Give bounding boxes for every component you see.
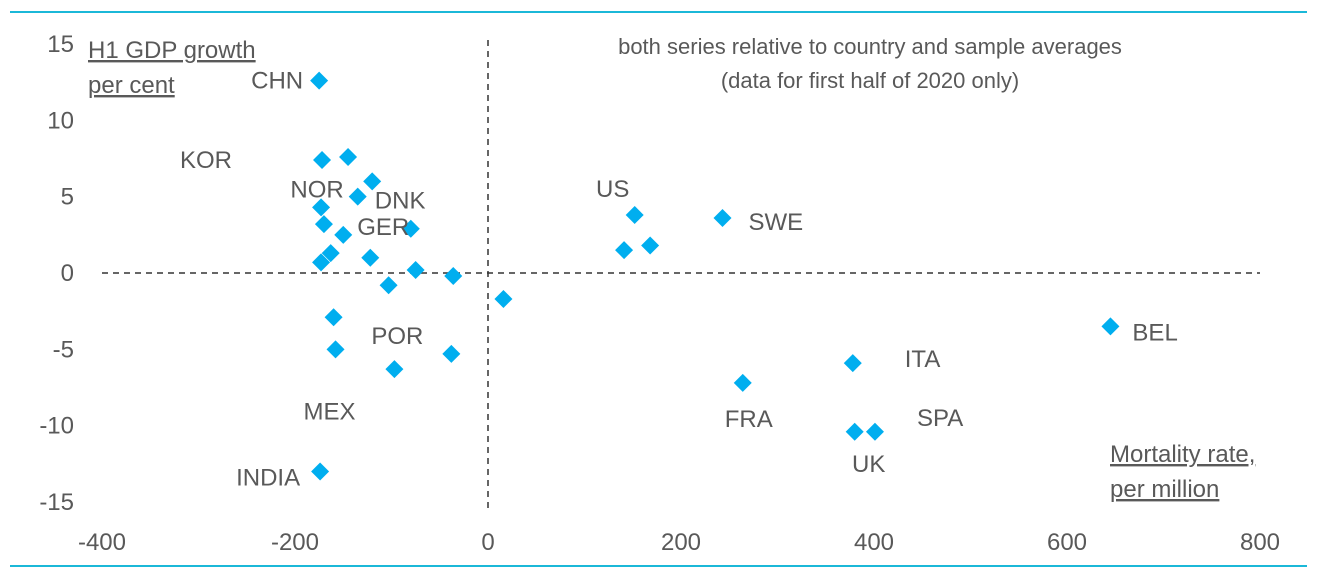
data-point <box>641 236 660 255</box>
data-point <box>314 215 333 234</box>
data-point <box>713 209 732 228</box>
x-tick-label: 400 <box>854 529 894 556</box>
data-point <box>361 248 380 267</box>
point-label: DNK <box>375 188 426 215</box>
data-point <box>401 219 420 238</box>
x-axis-ticks: -400 -200 0 200 400 600 800 <box>78 529 1280 556</box>
data-point <box>379 276 398 295</box>
point-label: US <box>596 176 629 203</box>
y-tick-label: -15 <box>39 489 74 516</box>
point-label: MEX <box>304 398 356 425</box>
y-tick-label: -5 <box>53 336 74 363</box>
point-label: SPA <box>917 405 963 432</box>
chart-note-line-1: both series relative to country and samp… <box>618 34 1122 59</box>
data-point <box>406 260 425 279</box>
x-axis-title-line-1: Mortality rate, <box>1110 441 1255 468</box>
data-point <box>348 187 367 206</box>
point-label: KOR <box>180 147 232 174</box>
y-tick-label: 15 <box>47 31 74 58</box>
point-label: POR <box>371 323 423 350</box>
data-point <box>311 462 330 481</box>
data-point <box>310 71 329 90</box>
point-label: CHN <box>251 68 303 95</box>
y-tick-label: 10 <box>47 107 74 134</box>
data-point <box>363 172 382 191</box>
y-tick-label: -10 <box>39 413 74 440</box>
y-axis-title-line-1: H1 GDP growth <box>88 37 256 64</box>
data-point <box>865 422 884 441</box>
data-point <box>843 354 862 373</box>
x-tick-label: -400 <box>78 529 126 556</box>
data-point <box>321 244 340 263</box>
x-tick-label: 0 <box>481 529 494 556</box>
data-point <box>494 289 513 308</box>
data-point <box>625 205 644 224</box>
data-point <box>1101 317 1120 336</box>
chart-note-line-2: (data for first half of 2020 only) <box>721 68 1019 93</box>
data-point <box>385 360 404 379</box>
point-label: BEL <box>1132 319 1177 346</box>
y-tick-label: 0 <box>61 260 74 287</box>
data-point <box>733 373 752 392</box>
x-tick-label: 600 <box>1047 529 1087 556</box>
x-tick-label: -200 <box>271 529 319 556</box>
point-label: GER <box>357 214 409 241</box>
point-label: INDIA <box>236 464 300 491</box>
point-label: ITA <box>905 346 941 373</box>
point-label: SWE <box>748 209 803 236</box>
point-label: UK <box>852 451 885 478</box>
data-point <box>324 308 343 327</box>
point-label: NOR <box>290 176 343 203</box>
y-axis-ticks: 15 10 5 0 -5 -10 -15 <box>39 31 74 516</box>
data-point <box>615 241 634 260</box>
data-point <box>442 344 461 363</box>
y-tick-label: 5 <box>61 184 74 211</box>
data-point <box>312 198 331 217</box>
y-axis-title-line-2: per cent <box>88 72 175 99</box>
data-point <box>339 147 358 166</box>
data-point <box>334 225 353 244</box>
data-point <box>326 340 345 359</box>
data-points <box>310 71 1120 481</box>
data-point <box>313 151 332 170</box>
data-point <box>312 253 331 272</box>
data-point <box>444 267 463 286</box>
point-label: FRA <box>725 406 773 433</box>
data-point <box>845 422 864 441</box>
x-tick-label: 800 <box>1240 529 1280 556</box>
x-axis-title-line-2: per million <box>1110 476 1219 503</box>
x-tick-label: 200 <box>661 529 701 556</box>
